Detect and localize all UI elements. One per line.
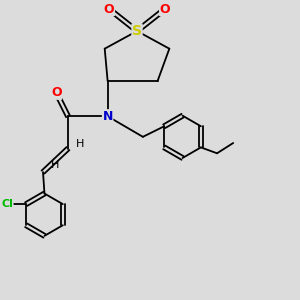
Text: H: H: [76, 139, 85, 149]
Text: N: N: [103, 110, 113, 123]
Text: O: O: [104, 2, 114, 16]
Text: H: H: [51, 160, 59, 170]
Text: Cl: Cl: [1, 199, 13, 209]
Text: O: O: [160, 2, 170, 16]
Text: O: O: [51, 86, 62, 99]
Text: S: S: [132, 24, 142, 38]
